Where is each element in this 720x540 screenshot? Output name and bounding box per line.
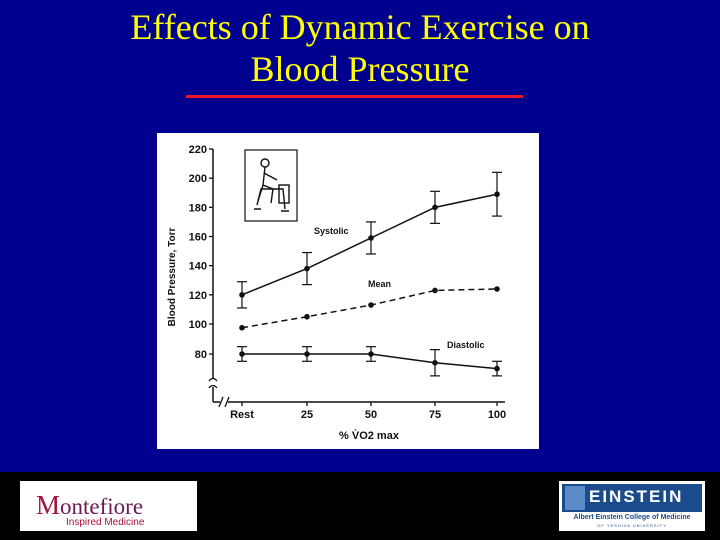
slide-title-line-2: Blood Pressure (250, 49, 470, 89)
einstein-logo-word: EINSTEIN (589, 487, 684, 506)
chart-axes: 80 100 120 140 160 180 200 220 Rest 25 50 75 100 % V̇… (167, 144, 506, 442)
cyclist-inset (244, 149, 298, 222)
y-axis-title: Blood Pressure, Torr (167, 228, 178, 327)
slide-title-line-1: Effects of Dynamic Exercise on (130, 7, 590, 47)
systolic-point-100 (494, 191, 500, 198)
montefiore-logo-name: Montefiore (36, 490, 143, 521)
y-tick-label-120: 120 (189, 290, 207, 302)
x-axis-break-mark (218, 396, 224, 408)
y-tick-label-100: 100 (189, 319, 207, 331)
y-tick-label-140: 140 (189, 261, 207, 273)
einstein-logo-band: EINSTEIN (562, 484, 702, 512)
y-tick-label-80: 80 (195, 349, 207, 361)
mean-series-label: Mean (368, 279, 391, 289)
montefiore-logo-rest: ontefiore (60, 494, 144, 519)
einstein-university-name: OF YESHIVA UNIVERSITY (597, 523, 667, 528)
mean-point-Rest (239, 324, 245, 331)
chart-marks: Systolic Mean Diastolic (237, 171, 502, 377)
mean-point-75 (432, 287, 438, 294)
x-tick-label-Rest: Rest (230, 409, 254, 421)
chart-panel: 80 100 120 140 160 180 200 220 Rest 25 50 75 100 % V̇… (157, 133, 539, 449)
x-axis-break-mark-2 (224, 396, 230, 408)
mean-series-line (241, 288, 498, 329)
systolic-point-75 (432, 204, 438, 211)
x-tick-label-50: 50 (365, 409, 377, 421)
x-tick-label-75: 75 (429, 409, 441, 421)
diastolic-point-75 (432, 359, 438, 366)
diastolic-series-label: Diastolic (447, 340, 485, 350)
y-tick-label-220: 220 (189, 144, 207, 156)
montefiore-logo-initial: M (36, 490, 61, 520)
einstein-college-name: Albert Einstein College of Medicine (573, 514, 691, 521)
einstein-logo[interactable]: EINSTEIN Albert Einstein College of Medi… (559, 481, 705, 531)
montefiore-tagline: Inspired Medicine (66, 517, 145, 528)
footer-bar: Montefiore Inspired Medicine EINSTEIN Al… (0, 472, 720, 540)
einstein-emblem-icon (565, 486, 585, 510)
x-tick-label-25: 25 (301, 409, 313, 421)
title-underline (186, 95, 523, 98)
slide-title: Effects of Dynamic Exercise on Blood Pre… (0, 6, 720, 90)
diastolic-point-50 (368, 351, 374, 357)
blood-pressure-chart: 80 100 120 140 160 180 200 220 Rest 25 50 75 100 % V̇… (167, 144, 506, 442)
y-tick-label-200: 200 (189, 173, 207, 185)
systolic-point-50 (368, 235, 374, 241)
systolic-series-label: Systolic (314, 226, 349, 236)
diastolic-point-25 (304, 351, 310, 357)
slide-background: Effects of Dynamic Exercise on Blood Pre… (0, 0, 720, 472)
montefiore-logo[interactable]: Montefiore Inspired Medicine (20, 481, 197, 531)
cyclist-icon (254, 158, 290, 212)
diastolic-point-Rest (239, 351, 245, 357)
y-tick-label-180: 180 (189, 202, 207, 214)
y-axis-break-mark-lower (208, 384, 218, 389)
systolic-point-25 (304, 265, 310, 272)
x-axis-title: % V̇O2 max (339, 429, 400, 442)
y-tick-label-160: 160 (189, 232, 207, 244)
x-tick-label-100: 100 (488, 409, 506, 421)
mean-point-100 (494, 286, 500, 292)
systolic-point-Rest (239, 292, 245, 298)
mean-point-25 (304, 313, 310, 320)
mean-point-50 (368, 302, 374, 308)
diastolic-point-100 (494, 365, 500, 372)
y-axis-break-mark (208, 377, 218, 382)
